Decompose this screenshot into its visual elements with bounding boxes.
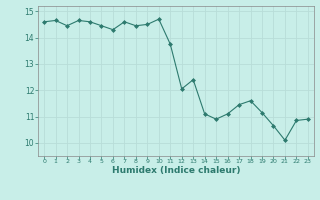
X-axis label: Humidex (Indice chaleur): Humidex (Indice chaleur) [112,166,240,175]
